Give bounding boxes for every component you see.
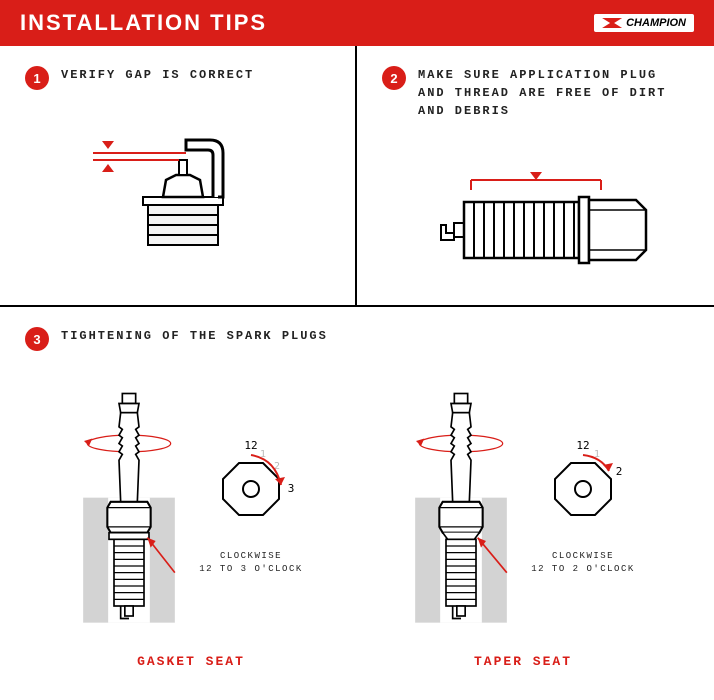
step-1-text: VERIFY GAP IS CORRECT xyxy=(61,66,254,84)
gasket-dial-icon: 12 1 2 3 xyxy=(201,437,301,537)
taper-dial: 12 1 2 CLOCKWISE 12 TO 2 O'CLOCK xyxy=(531,437,635,575)
svg-text:12: 12 xyxy=(576,439,589,452)
svg-text:2: 2 xyxy=(616,465,623,478)
top-row: 1 VERIFY GAP IS CORRECT xyxy=(0,46,714,307)
step-1-panel: 1 VERIFY GAP IS CORRECT xyxy=(0,46,357,305)
taper-plug-row: 12 1 2 CLOCKWISE 12 TO 2 O'CLOCK xyxy=(411,366,635,646)
step-3-number: 3 xyxy=(25,327,49,351)
gasket-dial-label: CLOCKWISE 12 TO 3 O'CLOCK xyxy=(199,550,303,575)
logo-bowtie-icon xyxy=(602,18,622,28)
step-2-panel: 2 MAKE SURE APPLICATION PLUG AND THREAD … xyxy=(357,46,714,305)
gasket-seat-label: GASKET SEAT xyxy=(79,654,303,669)
svg-text:12: 12 xyxy=(244,439,257,452)
step-3-header: 3 TIGHTENING OF THE SPARK PLUGS xyxy=(25,327,689,351)
step-1-diagram xyxy=(25,105,330,255)
taper-dial-icon: 12 1 2 xyxy=(533,437,633,537)
gap-diagram-icon xyxy=(68,105,288,255)
gasket-dial: 12 1 2 3 CLOCKWISE 12 TO 3 xyxy=(199,437,303,575)
step-3-text: TIGHTENING OF THE SPARK PLUGS xyxy=(61,327,328,345)
gasket-plug-row: 12 1 2 3 CLOCKWISE 12 TO 3 xyxy=(79,366,303,646)
logo-text: CHAMPION xyxy=(626,17,686,29)
taper-dial-label: CLOCKWISE 12 TO 2 O'CLOCK xyxy=(531,550,635,575)
gasket-clockwise: CLOCKWISE xyxy=(199,550,303,563)
taper-seat-label: TAPER SEAT xyxy=(411,654,635,669)
step-3-panel: 3 TIGHTENING OF THE SPARK PLUGS xyxy=(0,307,714,689)
tightening-content: 12 1 2 3 CLOCKWISE 12 TO 3 xyxy=(25,366,689,669)
brand-logo: CHAMPION xyxy=(594,14,694,32)
taper-clockwise: CLOCKWISE xyxy=(531,550,635,563)
gasket-plug-icon xyxy=(79,366,179,646)
step-2-header: 2 MAKE SURE APPLICATION PLUG AND THREAD … xyxy=(382,66,689,120)
taper-section: 12 1 2 CLOCKWISE 12 TO 2 O'CLOCK TAPER S… xyxy=(411,366,635,669)
taper-range: 12 TO 2 O'CLOCK xyxy=(531,563,635,576)
step-2-text: MAKE SURE APPLICATION PLUG AND THREAD AR… xyxy=(418,66,689,120)
header-bar: INSTALLATION TIPS CHAMPION xyxy=(0,0,714,46)
gasket-range: 12 TO 3 O'CLOCK xyxy=(199,563,303,576)
thread-diagram-icon xyxy=(406,145,666,275)
gasket-section: 12 1 2 3 CLOCKWISE 12 TO 3 xyxy=(79,366,303,669)
svg-text:3: 3 xyxy=(288,482,295,495)
taper-plug-icon xyxy=(411,366,511,646)
step-2-diagram xyxy=(382,135,689,285)
step-1-header: 1 VERIFY GAP IS CORRECT xyxy=(25,66,330,90)
step-2-number: 2 xyxy=(382,66,406,90)
header-title: INSTALLATION TIPS xyxy=(20,10,267,36)
step-1-number: 1 xyxy=(25,66,49,90)
